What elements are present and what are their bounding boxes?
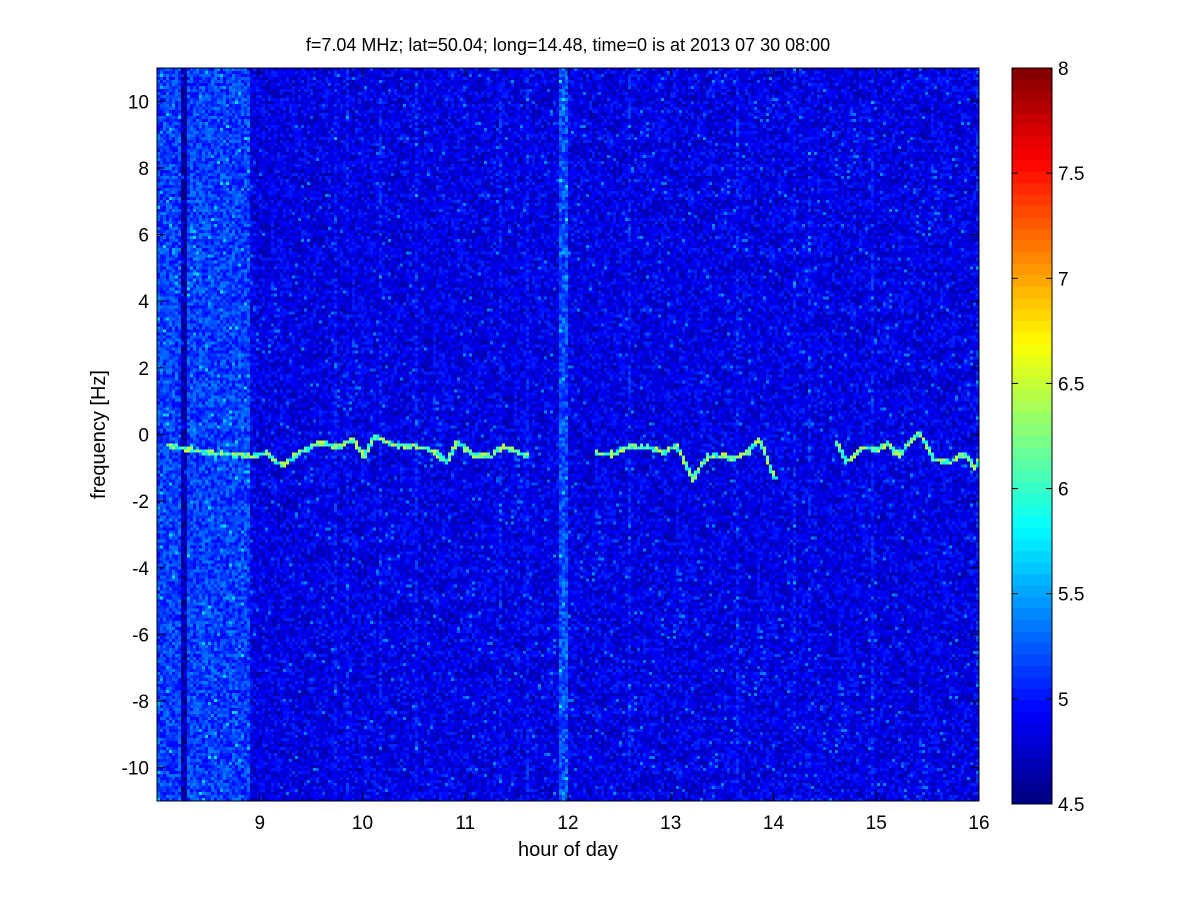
y-axis-label: frequency [Hz] [88, 370, 110, 499]
x-tick-label: 11 [455, 813, 475, 834]
x-tick-label: 16 [968, 813, 989, 834]
y-tick-label: 4 [138, 292, 149, 313]
y-tick-label: -10 [122, 759, 149, 780]
colorbar-tick-label: 7 [1058, 269, 1069, 290]
x-axis-ticks: 9 10 11 12 13 14 15 16 [254, 68, 990, 834]
colorbar-tick-label: 8 [1058, 59, 1069, 80]
colorbar-tick-label: 5.5 [1058, 585, 1084, 606]
chart-title: f=7.04 MHz; lat=50.04; long=14.48, time=… [306, 35, 830, 55]
colorbar-tick-label: 6.5 [1058, 374, 1084, 395]
x-tick-label: 15 [866, 813, 887, 834]
x-axis-label: hour of day [518, 839, 618, 861]
y-tick-label: -2 [132, 492, 149, 513]
x-tick-label: 9 [254, 813, 265, 834]
y-tick-label: -6 [132, 625, 149, 646]
x-tick-label: 10 [352, 813, 373, 834]
y-tick-label: -8 [132, 692, 149, 713]
x-tick-label: 14 [763, 813, 785, 834]
colorbar-tick-label: 5 [1058, 690, 1069, 711]
x-tick-label: 12 [557, 813, 578, 834]
colorbar-ticks: 4.5 5 5.5 6 6.5 7 7.5 8 [1012, 59, 1084, 816]
spectrogram-heatmap [157, 68, 979, 801]
y-tick-label: 2 [138, 359, 149, 380]
y-tick-label: 8 [138, 159, 149, 180]
x-tick-label: 13 [660, 813, 681, 834]
y-tick-label: 0 [138, 426, 149, 447]
colorbar-tick-label: 6 [1058, 480, 1069, 501]
y-tick-label: 6 [138, 226, 149, 247]
colorbar-tick-label: 7.5 [1058, 164, 1084, 185]
y-tick-label: -4 [132, 559, 149, 580]
colorbar-tick-label: 4.5 [1058, 795, 1084, 816]
y-tick-label: 10 [128, 92, 149, 113]
y-axis-ticks: -10 -8 -6 -4 -2 0 2 4 6 8 10 [122, 92, 979, 780]
colorbar-frame [1011, 67, 1053, 805]
plot-frame [156, 67, 980, 802]
colorbar-gradient [1012, 68, 1052, 804]
